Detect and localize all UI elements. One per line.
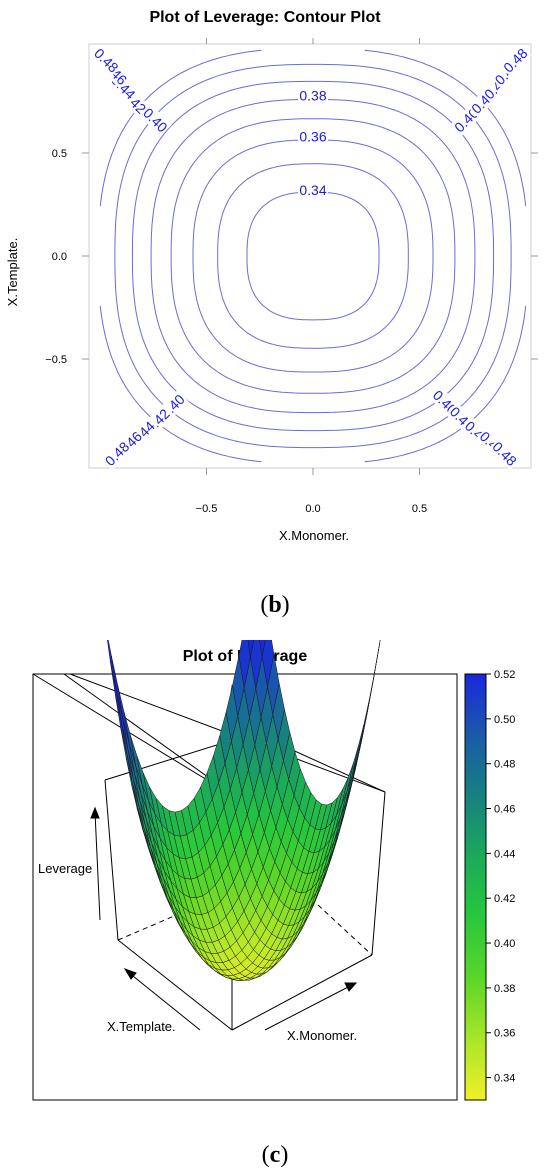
contour-x-axis-label: X.Monomer.	[279, 528, 349, 543]
colorbar-tick-label: 0.36	[494, 1028, 515, 1040]
contour-label-bg	[298, 182, 328, 199]
contour-label-bg	[499, 44, 532, 77]
contour-line-0.34	[246, 191, 380, 321]
colorbar-tick-label: 0.34	[494, 1073, 515, 1085]
surface-chart: Plot of Leverage Leverage X.Template. X.…	[32, 640, 515, 1101]
colorbar-tick-label: 0.44	[494, 848, 515, 860]
surface-facet	[238, 640, 251, 689]
panel-label-b: (b)	[260, 592, 290, 618]
colorbar-tick-label: 0.50	[494, 714, 515, 726]
colorbar	[464, 673, 487, 1101]
surface-axis-arrows	[90, 806, 358, 1031]
colorbar-tick-label: 0.46	[494, 804, 515, 816]
surface-facet	[247, 640, 254, 658]
contour-y-tick-label: −0.5	[45, 354, 67, 366]
colorbar-tick-label: 0.42	[494, 893, 515, 905]
contour-line-0.40	[170, 118, 456, 394]
colorbar-tick-label: 0.52	[494, 669, 515, 681]
contour-ticks-group: −0.5 0.0 0.5 0.5 0.0 −0.5	[45, 38, 538, 515]
surface-mesh	[107, 640, 381, 981]
contour-y-tick-label: 0.0	[52, 251, 67, 263]
contour-label: 0.36	[299, 129, 326, 145]
contour-label-bg	[298, 87, 328, 104]
colorbar-ticks-group: 0.34 0.36 0.38 0.40 0.42 0.44 0.46 0.48 0.50 0.52	[486, 669, 515, 1085]
contour-y-tick-label: 0.5	[52, 148, 67, 160]
contour-labels-group: 0.340.360.380.400.420.440.460.480.400.42…	[90, 44, 532, 471]
contour-label: 0.38	[299, 87, 326, 103]
contour-line-0.46	[114, 63, 512, 449]
contour-chart: Plot of Leverage: Contour Plot 0.34 0.36 0…	[5, 9, 538, 543]
surface-facet	[261, 640, 275, 688]
contour-y-axis-label: X.Template.	[5, 238, 20, 307]
surface-y-axis-label: X.Template.	[107, 1019, 176, 1034]
contour-line-0.38	[192, 139, 434, 373]
colorbar-tick-label: 0.38	[494, 983, 515, 995]
contour-label: 0.34	[299, 182, 326, 198]
surface-z-axis-label: Leverage	[38, 861, 92, 876]
colorbar-tick-label: 0.40	[494, 938, 515, 950]
contour-label-bg	[298, 128, 328, 145]
surface-x-axis-label: X.Monomer.	[287, 1028, 357, 1043]
surface-facet	[250, 640, 263, 689]
contour-line-0.36	[217, 163, 409, 349]
surface-facet	[111, 655, 124, 720]
contour-label-bg	[139, 103, 172, 137]
panel-label-c: (c)	[261, 1142, 289, 1168]
contour-line-0.44	[131, 80, 495, 432]
contour-line-0.42	[150, 98, 476, 414]
contour-title: Plot of Leverage: Contour Plot	[149, 9, 381, 26]
contour-x-tick-label: 0.5	[412, 503, 427, 515]
contour-x-tick-label: 0.0	[305, 503, 320, 515]
contour-label-bg	[488, 437, 521, 471]
surface-facet	[259, 640, 266, 657]
colorbar-tick-label: 0.48	[494, 759, 515, 771]
contour-x-tick-label: −0.5	[196, 503, 218, 515]
contour-label-bg	[100, 437, 134, 471]
contour-label-bg	[90, 44, 123, 77]
